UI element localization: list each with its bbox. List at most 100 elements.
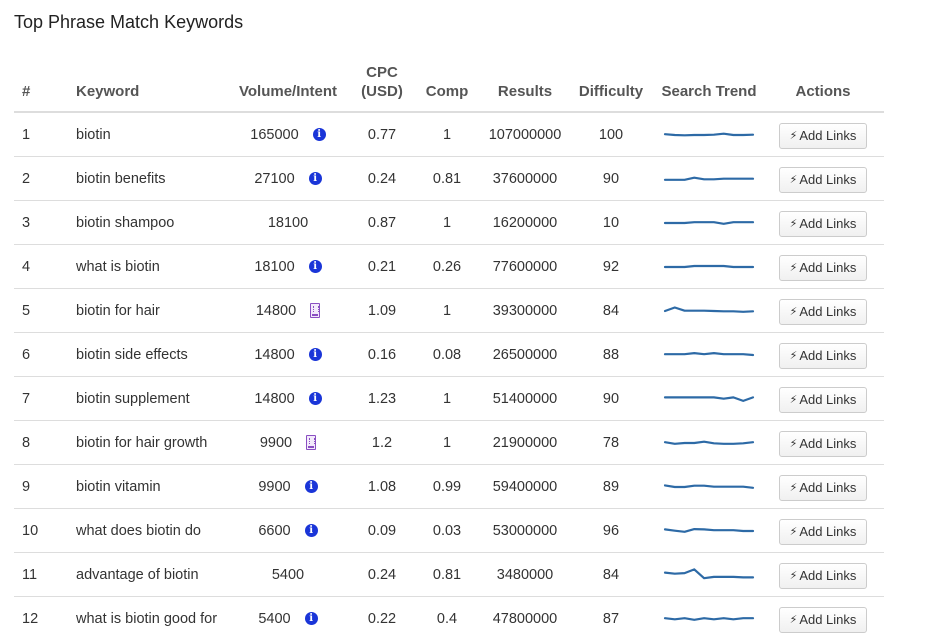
volume-value: 18100 [268, 215, 308, 231]
keyword-text[interactable]: what does biotin do [72, 509, 222, 553]
row-number: 8 [14, 421, 72, 465]
actions-cell: ⚡︎Add Links [762, 201, 884, 245]
results-value: 39300000 [484, 289, 566, 333]
actions-cell: ⚡︎Add Links [762, 112, 884, 157]
comp-value: 1 [410, 421, 484, 465]
sparkline-svg [663, 609, 755, 629]
bolt-icon: ⚡︎ [790, 481, 798, 494]
keyword-text[interactable]: biotin benefits [72, 157, 222, 201]
trend-line [665, 177, 753, 179]
bolt-icon: ⚡︎ [790, 613, 798, 626]
row-number: 6 [14, 333, 72, 377]
row-number: 12 [14, 597, 72, 640]
difficulty-value: 10 [566, 201, 656, 245]
difficulty-value: 84 [566, 553, 656, 597]
keyword-text[interactable]: biotin shampoo [72, 201, 222, 245]
col-header-num[interactable]: # [14, 52, 72, 112]
sparkline-svg [663, 389, 755, 409]
col-header-keyword[interactable]: Keyword [72, 52, 222, 112]
keywords-table: # Keyword Volume/Intent CPC(USD) Comp Re… [14, 52, 884, 640]
search-trend-sparkline [656, 201, 762, 245]
bolt-icon: ⚡︎ [790, 261, 798, 274]
info-intent-icon[interactable]: i [309, 348, 322, 361]
commercial-intent-icon[interactable] [306, 435, 316, 450]
keyword-text[interactable]: biotin vitamin [72, 465, 222, 509]
keyword-text[interactable]: biotin for hair growth [72, 421, 222, 465]
difficulty-value: 88 [566, 333, 656, 377]
add-links-label: Add Links [799, 612, 856, 627]
keyword-text[interactable]: advantage of biotin [72, 553, 222, 597]
trend-line [665, 485, 753, 487]
add-links-button[interactable]: ⚡︎Add Links [779, 211, 868, 237]
add-links-button[interactable]: ⚡︎Add Links [779, 123, 868, 149]
results-value: 77600000 [484, 245, 566, 289]
info-intent-icon[interactable]: i [305, 612, 318, 625]
add-links-button[interactable]: ⚡︎Add Links [779, 607, 868, 633]
comp-value: 0.03 [410, 509, 484, 553]
col-header-comp[interactable]: Comp [410, 52, 484, 112]
info-intent-icon[interactable]: i [309, 260, 322, 273]
info-intent-icon[interactable]: i [309, 172, 322, 185]
info-intent-icon[interactable]: i [305, 480, 318, 493]
add-links-button[interactable]: ⚡︎Add Links [779, 519, 868, 545]
add-links-button[interactable]: ⚡︎Add Links [779, 475, 868, 501]
search-trend-sparkline [656, 157, 762, 201]
row-number: 1 [14, 112, 72, 157]
difficulty-value: 90 [566, 157, 656, 201]
keyword-text[interactable]: biotin supplement [72, 377, 222, 421]
keyword-text[interactable]: what is biotin good for [72, 597, 222, 640]
add-links-label: Add Links [799, 436, 856, 451]
results-value: 53000000 [484, 509, 566, 553]
volume-value: 14800 [254, 391, 294, 407]
results-value: 59400000 [484, 465, 566, 509]
add-links-button[interactable]: ⚡︎Add Links [779, 255, 868, 281]
difficulty-value: 92 [566, 245, 656, 289]
comp-value: 0.4 [410, 597, 484, 640]
cpc-line1: CPC [366, 64, 398, 81]
col-header-volume[interactable]: Volume/Intent [222, 52, 354, 112]
commercial-intent-icon[interactable] [310, 303, 320, 318]
add-links-button[interactable]: ⚡︎Add Links [779, 299, 868, 325]
volume-cell: 18100 [222, 201, 354, 245]
cpc-value: 1.2 [354, 421, 410, 465]
difficulty-value: 90 [566, 377, 656, 421]
actions-cell: ⚡︎Add Links [762, 245, 884, 289]
add-links-button[interactable]: ⚡︎Add Links [779, 343, 868, 369]
keyword-text[interactable]: what is biotin [72, 245, 222, 289]
info-intent-icon[interactable]: i [309, 392, 322, 405]
col-header-results[interactable]: Results [484, 52, 566, 112]
add-links-button[interactable]: ⚡︎Add Links [779, 431, 868, 457]
col-header-cpc[interactable]: CPC(USD) [354, 52, 410, 112]
actions-cell: ⚡︎Add Links [762, 421, 884, 465]
keyword-text[interactable]: biotin for hair [72, 289, 222, 333]
cpc-value: 0.09 [354, 509, 410, 553]
add-links-button[interactable]: ⚡︎Add Links [779, 167, 868, 193]
search-trend-sparkline [656, 377, 762, 421]
col-header-difficulty[interactable]: Difficulty [566, 52, 656, 112]
trend-line [665, 441, 753, 443]
bolt-icon: ⚡︎ [790, 437, 798, 450]
info-intent-icon[interactable]: i [313, 128, 326, 141]
add-links-button[interactable]: ⚡︎Add Links [779, 563, 868, 589]
add-links-label: Add Links [799, 128, 856, 143]
comp-value: 1 [410, 377, 484, 421]
table-row: 11 advantage of biotin 5400 0.24 0.81 34… [14, 553, 884, 597]
row-number: 4 [14, 245, 72, 289]
volume-value: 6600 [258, 523, 290, 539]
add-links-button[interactable]: ⚡︎Add Links [779, 387, 868, 413]
sparkline-svg [663, 565, 755, 585]
keyword-text[interactable]: biotin side effects [72, 333, 222, 377]
cpc-value: 1.09 [354, 289, 410, 333]
difficulty-value: 89 [566, 465, 656, 509]
trend-line [665, 618, 753, 620]
actions-cell: ⚡︎Add Links [762, 333, 884, 377]
keyword-text[interactable]: biotin [72, 112, 222, 157]
info-intent-icon[interactable]: i [305, 524, 318, 537]
